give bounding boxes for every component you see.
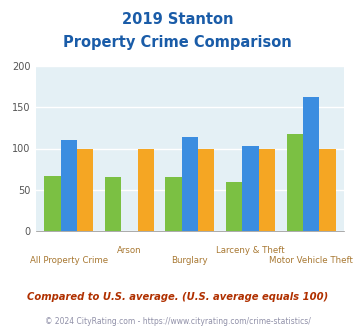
Bar [182,137,198,231]
Bar [226,182,242,231]
Text: Larceny & Theft: Larceny & Theft [216,246,285,255]
Text: Arson: Arson [117,246,142,255]
Bar [198,148,214,231]
Text: Property Crime Comparison: Property Crime Comparison [63,35,292,50]
Bar [137,148,154,231]
Bar [259,148,275,231]
Bar [303,96,319,231]
Bar [61,140,77,231]
Bar [165,178,182,231]
Bar [105,178,121,231]
Bar [77,148,93,231]
Text: Compared to U.S. average. (U.S. average equals 100): Compared to U.S. average. (U.S. average … [27,292,328,302]
Text: Burglary: Burglary [171,256,208,265]
Text: © 2024 CityRating.com - https://www.cityrating.com/crime-statistics/: © 2024 CityRating.com - https://www.city… [45,317,310,326]
Text: 2019 Stanton: 2019 Stanton [122,12,233,26]
Bar [44,176,61,231]
Bar [242,146,259,231]
Text: Motor Vehicle Theft: Motor Vehicle Theft [269,256,353,265]
Bar [286,134,303,231]
Text: All Property Crime: All Property Crime [30,256,108,265]
Bar [319,148,335,231]
